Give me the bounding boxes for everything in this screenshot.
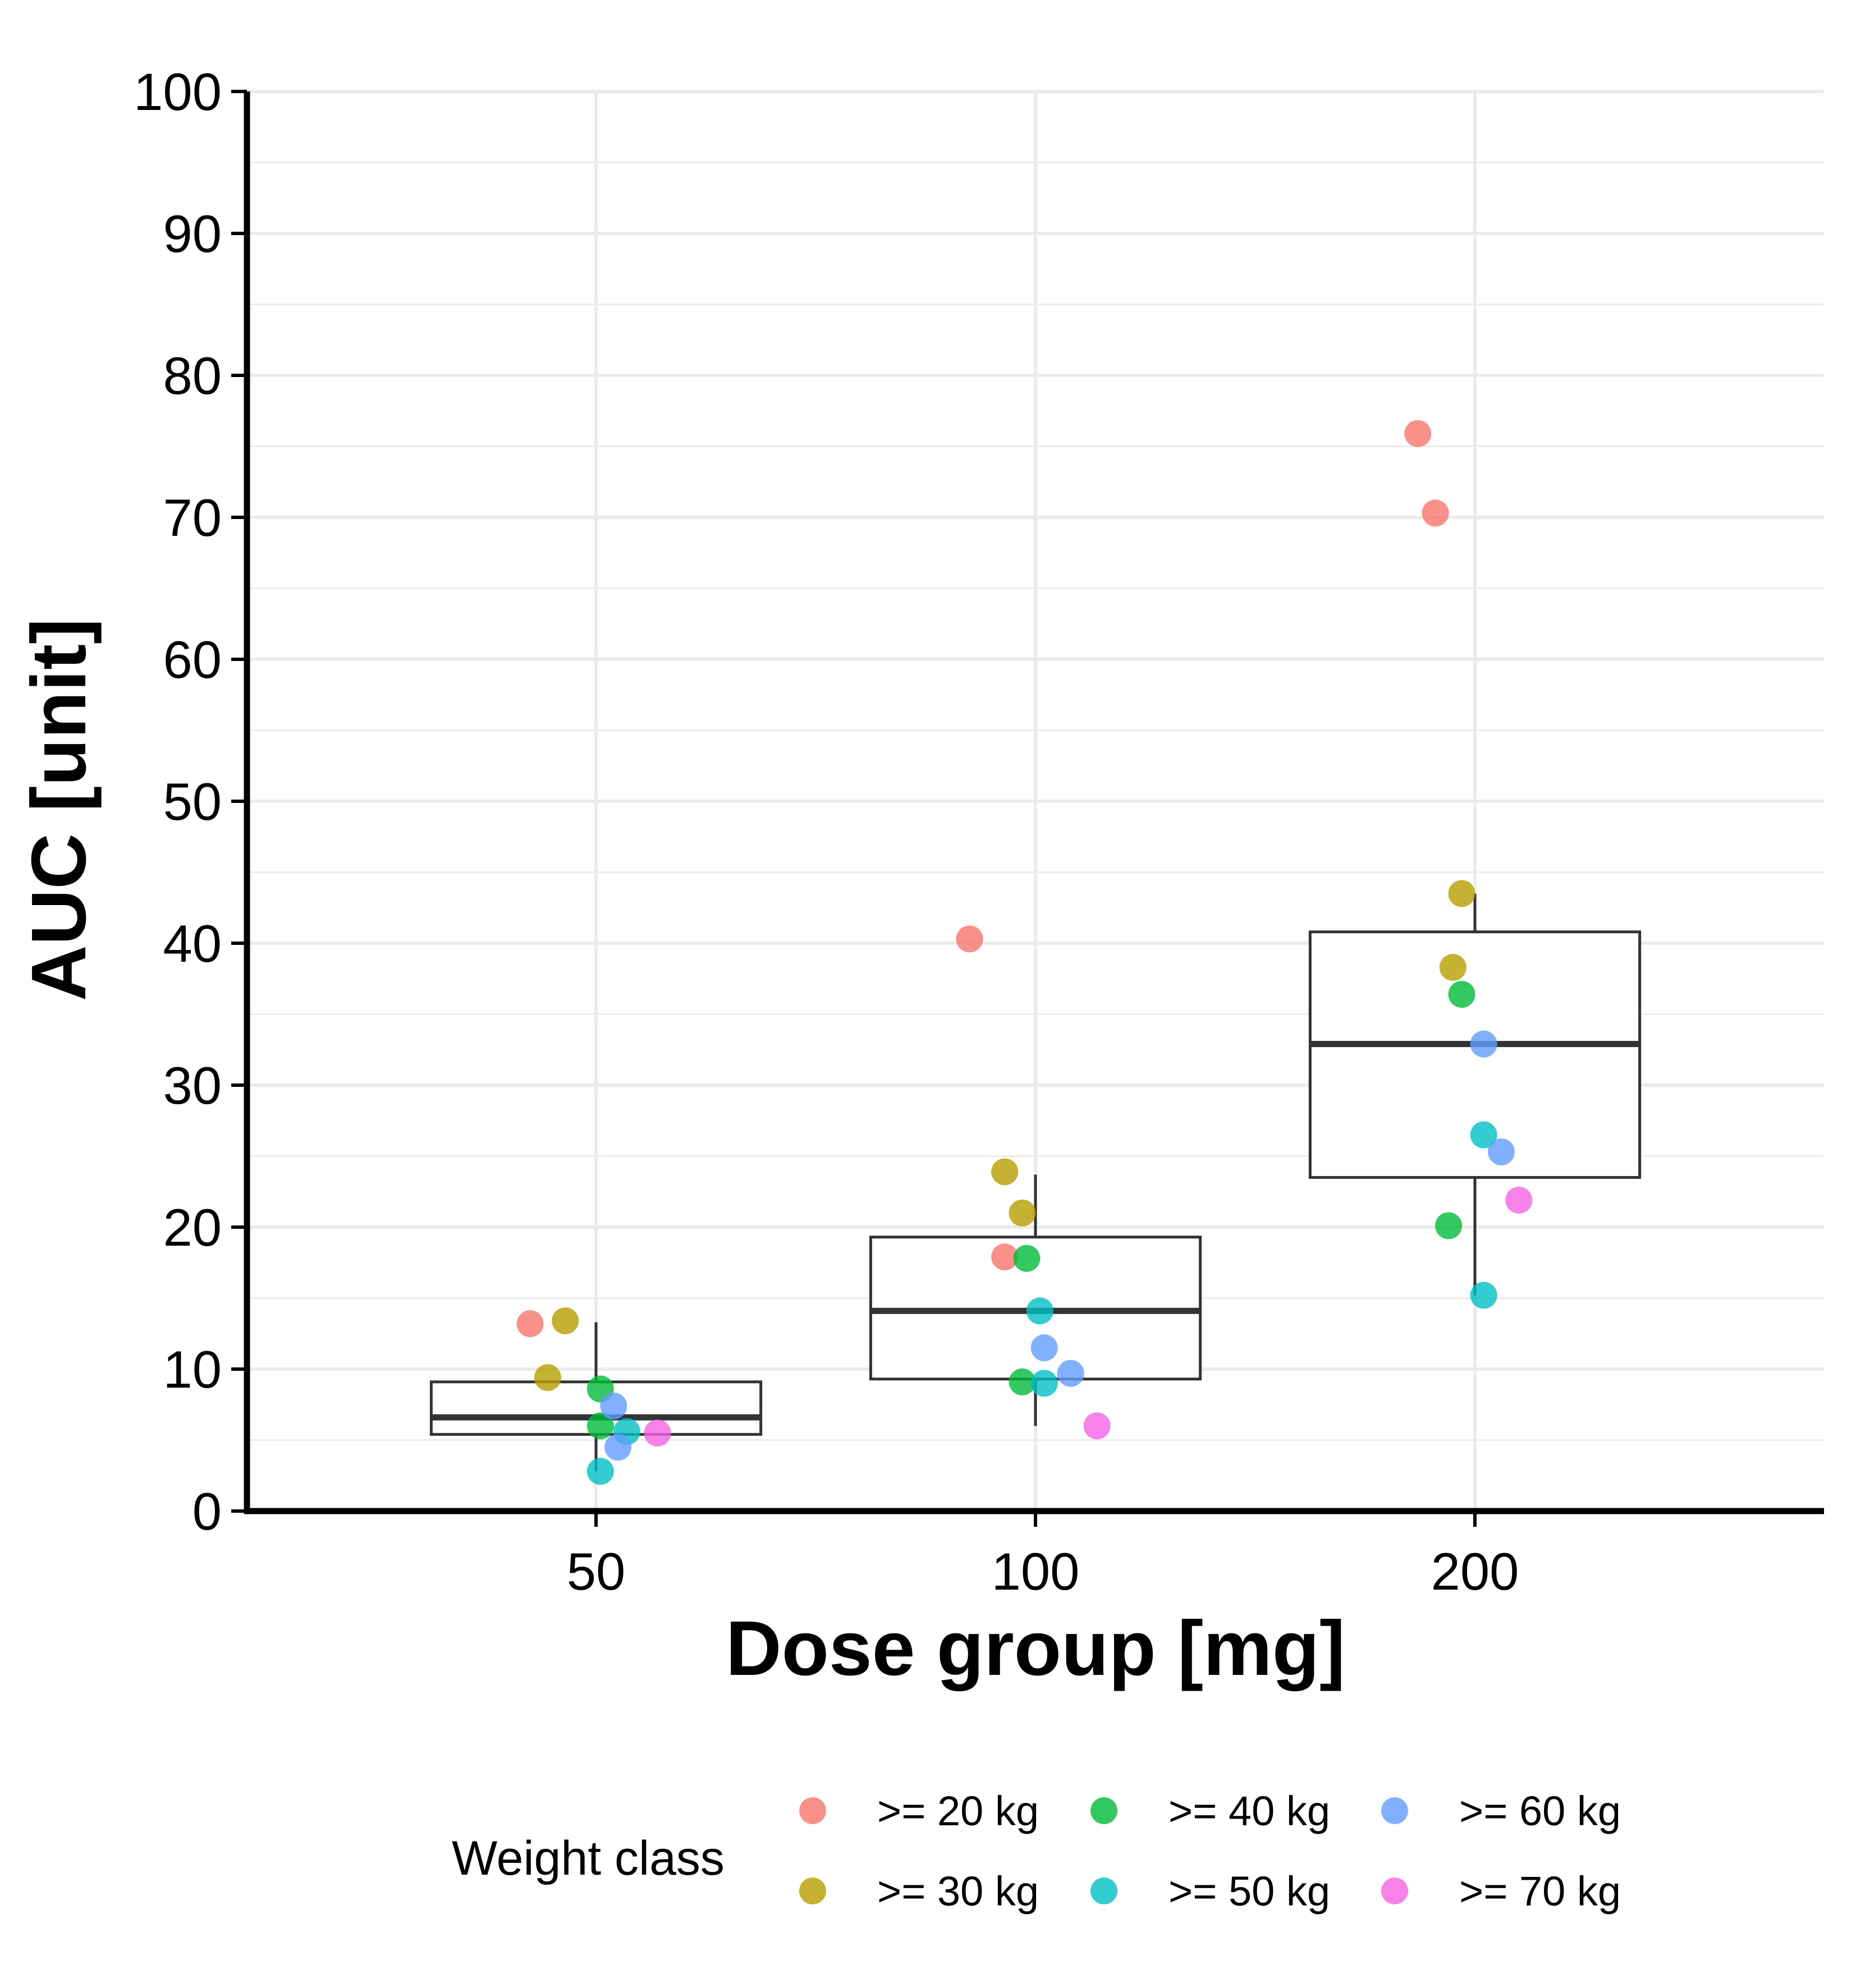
data-point xyxy=(1487,1138,1515,1165)
x-tick-label: 50 xyxy=(567,1542,626,1601)
data-point xyxy=(1439,954,1467,981)
y-tick-label: 30 xyxy=(163,1056,222,1115)
data-point xyxy=(1030,1370,1058,1397)
data-point xyxy=(1470,1121,1497,1149)
legend-label: >= 50 kg xyxy=(1168,1868,1330,1914)
data-point xyxy=(1505,1186,1533,1214)
grid xyxy=(247,90,1824,1513)
x-axis-title: Dose group [mg] xyxy=(726,1605,1345,1692)
data-point xyxy=(1435,1212,1463,1239)
legend-entry: >= 20 kg xyxy=(799,1788,1039,1834)
y-tick-label: 40 xyxy=(163,914,222,973)
y-tick-label: 50 xyxy=(163,772,222,831)
data-point xyxy=(1009,1368,1036,1395)
y-axis-title: AUC [unit] xyxy=(16,618,102,1001)
data-point xyxy=(1013,1245,1041,1272)
x-tick-labels: 50 100 200 xyxy=(567,1542,1519,1601)
data-point xyxy=(600,1392,627,1420)
y-tick-label: 90 xyxy=(163,204,222,263)
data-point xyxy=(1083,1412,1111,1440)
data-point xyxy=(1448,880,1475,907)
legend-entry: >= 60 kg xyxy=(1381,1788,1621,1834)
axes xyxy=(231,90,1824,1527)
legend-label: >= 20 kg xyxy=(877,1788,1039,1834)
data-points xyxy=(516,420,1533,1485)
data-point xyxy=(516,1310,544,1338)
y-tick-label: 60 xyxy=(163,630,222,689)
x-tick-label: 200 xyxy=(1431,1542,1519,1601)
legend-label: >= 70 kg xyxy=(1459,1868,1621,1914)
y-tick-label: 80 xyxy=(163,346,222,405)
data-point xyxy=(644,1419,671,1447)
legend-key xyxy=(1381,1877,1408,1904)
legend-key xyxy=(1090,1877,1117,1904)
y-tick-label: 10 xyxy=(163,1340,222,1399)
legend-key xyxy=(799,1877,826,1904)
legend-entries: >= 20 kg >= 30 kg >= 40 kg >= 50 kg >= 60 kg… xyxy=(799,1788,1621,1914)
data-point xyxy=(1404,420,1432,447)
data-point xyxy=(586,1412,614,1440)
legend: Weight class >= 20 kg>= 30 kg>= 40 kg>= … xyxy=(452,1788,1621,1914)
legend-title: Weight class xyxy=(452,1831,725,1885)
data-point xyxy=(1470,1282,1497,1309)
legend-key xyxy=(799,1797,826,1824)
legend-key xyxy=(1381,1797,1408,1824)
data-point xyxy=(1470,1030,1497,1058)
y-tick-label: 100 xyxy=(134,62,222,121)
data-point xyxy=(534,1364,561,1392)
y-tick-label: 0 xyxy=(193,1482,222,1541)
legend-entry: >= 50 kg xyxy=(1090,1868,1330,1914)
data-point xyxy=(1009,1199,1036,1227)
legend-entry: >= 40 kg xyxy=(1090,1788,1330,1834)
y-tick-label: 70 xyxy=(163,488,222,547)
data-point xyxy=(1448,981,1475,1008)
data-point xyxy=(586,1458,614,1485)
legend-key xyxy=(1090,1797,1117,1824)
legend-label: >= 60 kg xyxy=(1459,1788,1621,1834)
data-point xyxy=(956,925,983,953)
data-point xyxy=(552,1307,579,1334)
legend-entry: >= 30 kg xyxy=(799,1868,1039,1914)
data-point xyxy=(1026,1297,1053,1325)
data-point xyxy=(1030,1334,1058,1362)
data-point xyxy=(991,1243,1019,1271)
legend-label: >= 40 kg xyxy=(1168,1788,1330,1834)
y-tick-label: 20 xyxy=(163,1198,222,1257)
data-point xyxy=(991,1158,1019,1186)
data-point xyxy=(1422,499,1449,527)
data-point xyxy=(604,1434,632,1461)
y-tick-labels: 0 10 20 30 40 50 60 70 80 90 100 xyxy=(134,62,222,1541)
x-tick-label: 100 xyxy=(992,1542,1080,1601)
data-point xyxy=(1057,1360,1084,1387)
legend-entry: >= 70 kg xyxy=(1381,1868,1621,1914)
legend-label: >= 30 kg xyxy=(877,1868,1039,1914)
